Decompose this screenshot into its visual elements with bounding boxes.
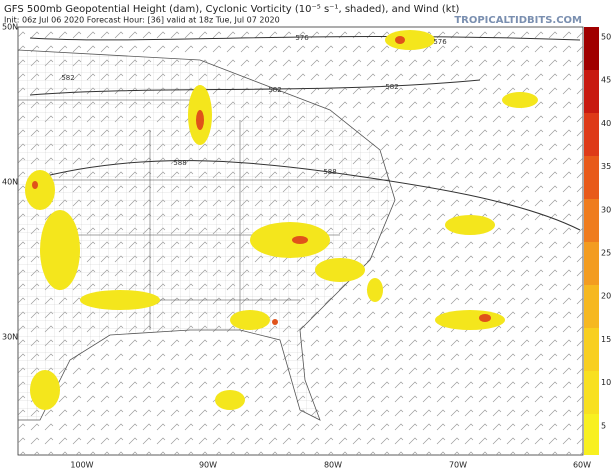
lat-label: 40N <box>2 178 18 187</box>
contour-label: 588 <box>323 168 336 176</box>
lon-label: 80W <box>324 461 342 470</box>
contour-label: 576 <box>433 38 447 46</box>
lon-label: 90W <box>199 461 217 470</box>
colorbar-label: 35 <box>601 162 611 171</box>
contour-label: 582 <box>385 83 398 91</box>
colorbar-label: 30 <box>601 205 611 214</box>
colorbar-label: 25 <box>601 249 611 258</box>
contour-label: 582 <box>268 86 281 94</box>
colorbar-label: 20 <box>601 292 611 301</box>
subtitle: Init: 06z Jul 06 2020 Forecast Hour: [36… <box>4 16 280 25</box>
lat-label: 50N <box>2 23 18 32</box>
lon-label: 100W <box>70 461 93 470</box>
lon-label: 60W <box>573 461 591 470</box>
site-name: TROPICALTIDBITS.COM <box>454 15 582 26</box>
lat-label: 30N <box>2 333 18 342</box>
colorbar <box>584 27 599 455</box>
contour-label: 582 <box>61 74 74 82</box>
vorticity-shading <box>25 30 538 410</box>
contour-label: 576 <box>295 34 309 42</box>
lon-label: 70W <box>449 461 467 470</box>
map-area <box>17 26 584 456</box>
contour-label: 588 <box>173 159 186 167</box>
colorbar-label: 5 <box>601 421 606 430</box>
colorbar-label: 50 <box>601 33 611 42</box>
colorbar-label: 15 <box>601 335 611 344</box>
colorbar-label: 10 <box>601 378 611 387</box>
colorbar-label: 40 <box>601 119 611 128</box>
colorbar-label: 45 <box>601 76 611 85</box>
title: GFS 500mb Geopotential Height (dam), Cyc… <box>4 4 460 15</box>
